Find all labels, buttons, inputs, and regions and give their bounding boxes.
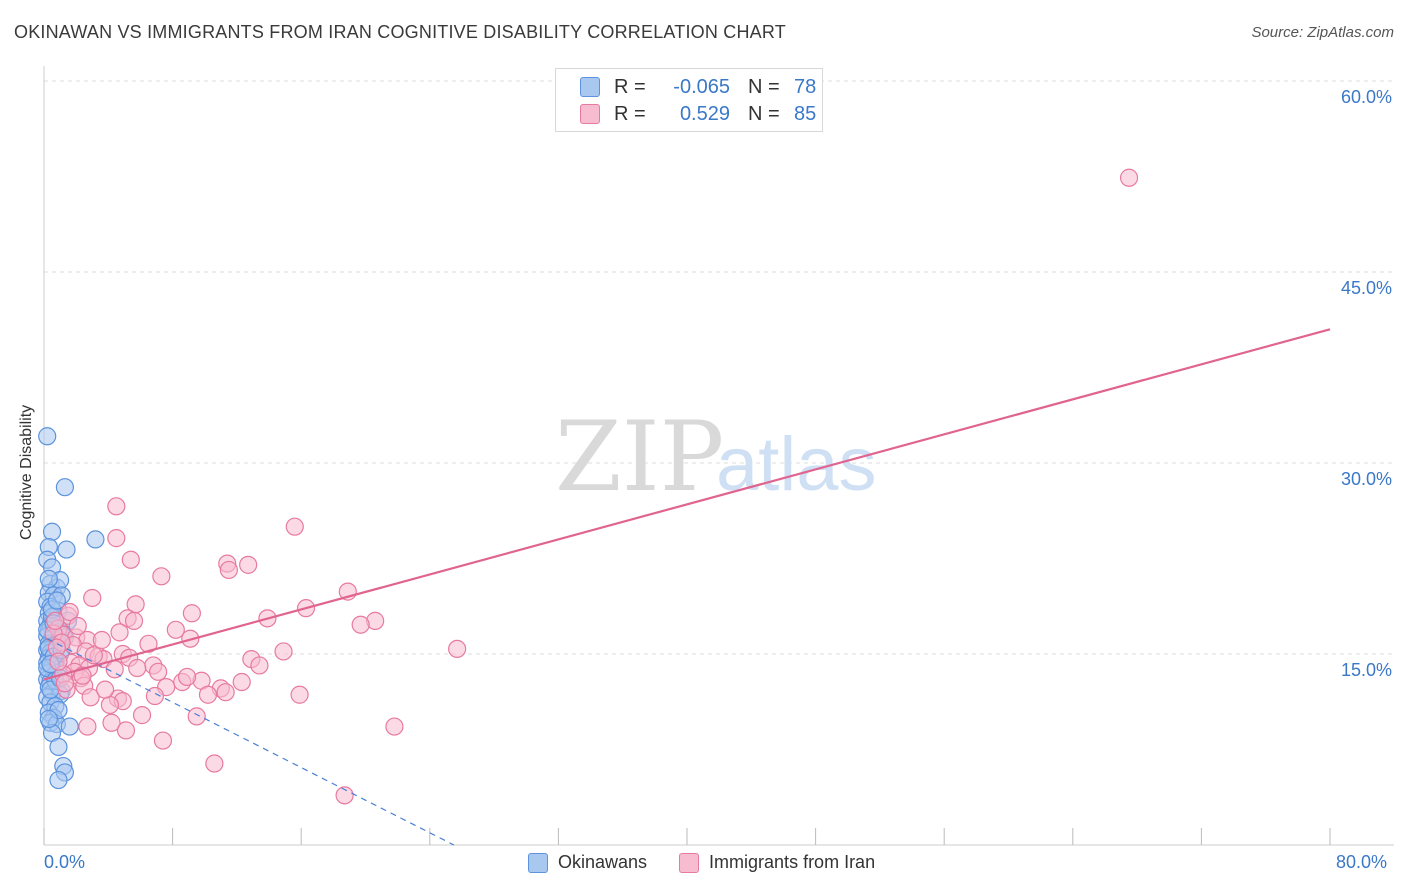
legend-n-value: 85 (794, 102, 817, 125)
source-credit: Source: ZipAtlas.com (1251, 24, 1394, 41)
iran-point (145, 686, 165, 706)
legend-r-value: 0.529 (679, 102, 730, 125)
okinawan-point (60, 717, 79, 736)
okinawan-point (49, 737, 68, 757)
iran-legend-label: Immigrants from Iran (709, 852, 876, 872)
okinawan-point (86, 530, 105, 549)
iran-point (95, 680, 115, 699)
okinawan-point (57, 540, 76, 559)
y-tick-label: 60.0% (1340, 87, 1392, 107)
iran-point (100, 695, 120, 715)
series-legend: Okinawans Immigrants from Iran (528, 852, 907, 873)
iran-point (92, 630, 111, 650)
okinawan-point (39, 709, 58, 729)
iran-point (55, 674, 74, 693)
okinawans-legend-swatch (528, 852, 548, 873)
iran-point (81, 688, 100, 707)
legend-item-iran: Immigrants from Iran (679, 852, 875, 873)
watermark-atlas: atlas (716, 422, 877, 507)
okinawan-point (47, 591, 66, 610)
okinawans-swatch (580, 77, 600, 97)
iran-point (239, 555, 258, 574)
iran-point (198, 685, 218, 704)
okinawan-point (42, 522, 62, 541)
iran-point (124, 611, 144, 630)
legend-n-label: N = (748, 102, 780, 125)
iran-point (219, 560, 238, 580)
iran-point (166, 620, 185, 639)
iran-point (49, 652, 68, 671)
okinawan-point (38, 427, 57, 446)
legend-n-label: N = (748, 75, 780, 98)
okinawans-trend-line (46, 638, 455, 846)
okinawan-point (55, 478, 74, 497)
legend-n-value: 78 (794, 75, 817, 98)
iran-point (149, 662, 168, 681)
iran-point (132, 706, 152, 725)
y-tick-label: 45.0% (1340, 278, 1392, 298)
iran-point (116, 721, 136, 740)
iran-point (102, 713, 121, 732)
iran-point (139, 634, 158, 653)
iran-point (216, 683, 235, 702)
okinawans-legend-label: Okinawans (558, 852, 648, 872)
iran-point (78, 717, 97, 736)
iran-point (110, 623, 129, 642)
iran-point (121, 550, 140, 569)
okinawan-point (49, 770, 68, 790)
y-tick-label: 15.0% (1340, 660, 1392, 680)
iran-point (448, 639, 467, 659)
iran-point (107, 497, 126, 516)
iran-point (290, 685, 309, 704)
iran-point (285, 517, 304, 536)
iran-point (83, 588, 102, 608)
iran-point (385, 717, 404, 736)
iran-trend-line (43, 328, 1331, 681)
iran-point (177, 667, 197, 687)
iran-point (107, 529, 126, 548)
legend-item-okinawans: Okinawans (528, 852, 647, 873)
legend-row-iran: R = 0.529 N = 85 (580, 102, 816, 126)
watermark-zip: ZIP (555, 401, 724, 513)
okinawan-point (39, 569, 58, 588)
legend-r-label: R = (614, 102, 646, 125)
iran-point (250, 656, 269, 675)
correlation-legend: R = -0.065 N = 78 R = 0.529 N = 85 (555, 68, 823, 132)
legend-r-label: R = (614, 75, 646, 98)
legend-row-okinawans: R = -0.065 N = 78 (580, 75, 816, 99)
x-tick-label-max: 80.0% (1336, 852, 1388, 872)
iran-point (187, 707, 206, 726)
iran-point (1119, 168, 1139, 187)
iran-legend-swatch (679, 852, 700, 873)
iran-point (205, 754, 224, 773)
iran-point (68, 616, 87, 636)
iran-point (182, 604, 201, 623)
chart-title: OKINAWAN VS IMMIGRANTS FROM IRAN COGNITI… (14, 22, 786, 42)
iran-point (335, 786, 354, 805)
legend-r-value: -0.065 (673, 75, 730, 98)
y-axis-label: Cognitive Disability (18, 404, 35, 540)
trend-lines (43, 328, 1331, 846)
iran-point (60, 602, 79, 622)
iran-point (128, 658, 147, 678)
iran-point (46, 611, 65, 630)
y-tick-label: 30.0% (1340, 469, 1392, 489)
iran-point (153, 731, 173, 750)
iran-point (84, 646, 103, 665)
x-tick-label-min: 0.0% (44, 852, 86, 872)
watermark: ZIP atlas (555, 401, 877, 513)
iran-point (152, 567, 171, 586)
iran-point (274, 642, 293, 661)
iran-point (232, 672, 251, 692)
iran-point (73, 666, 92, 685)
iran-point (351, 615, 370, 634)
iran-swatch (580, 104, 600, 124)
